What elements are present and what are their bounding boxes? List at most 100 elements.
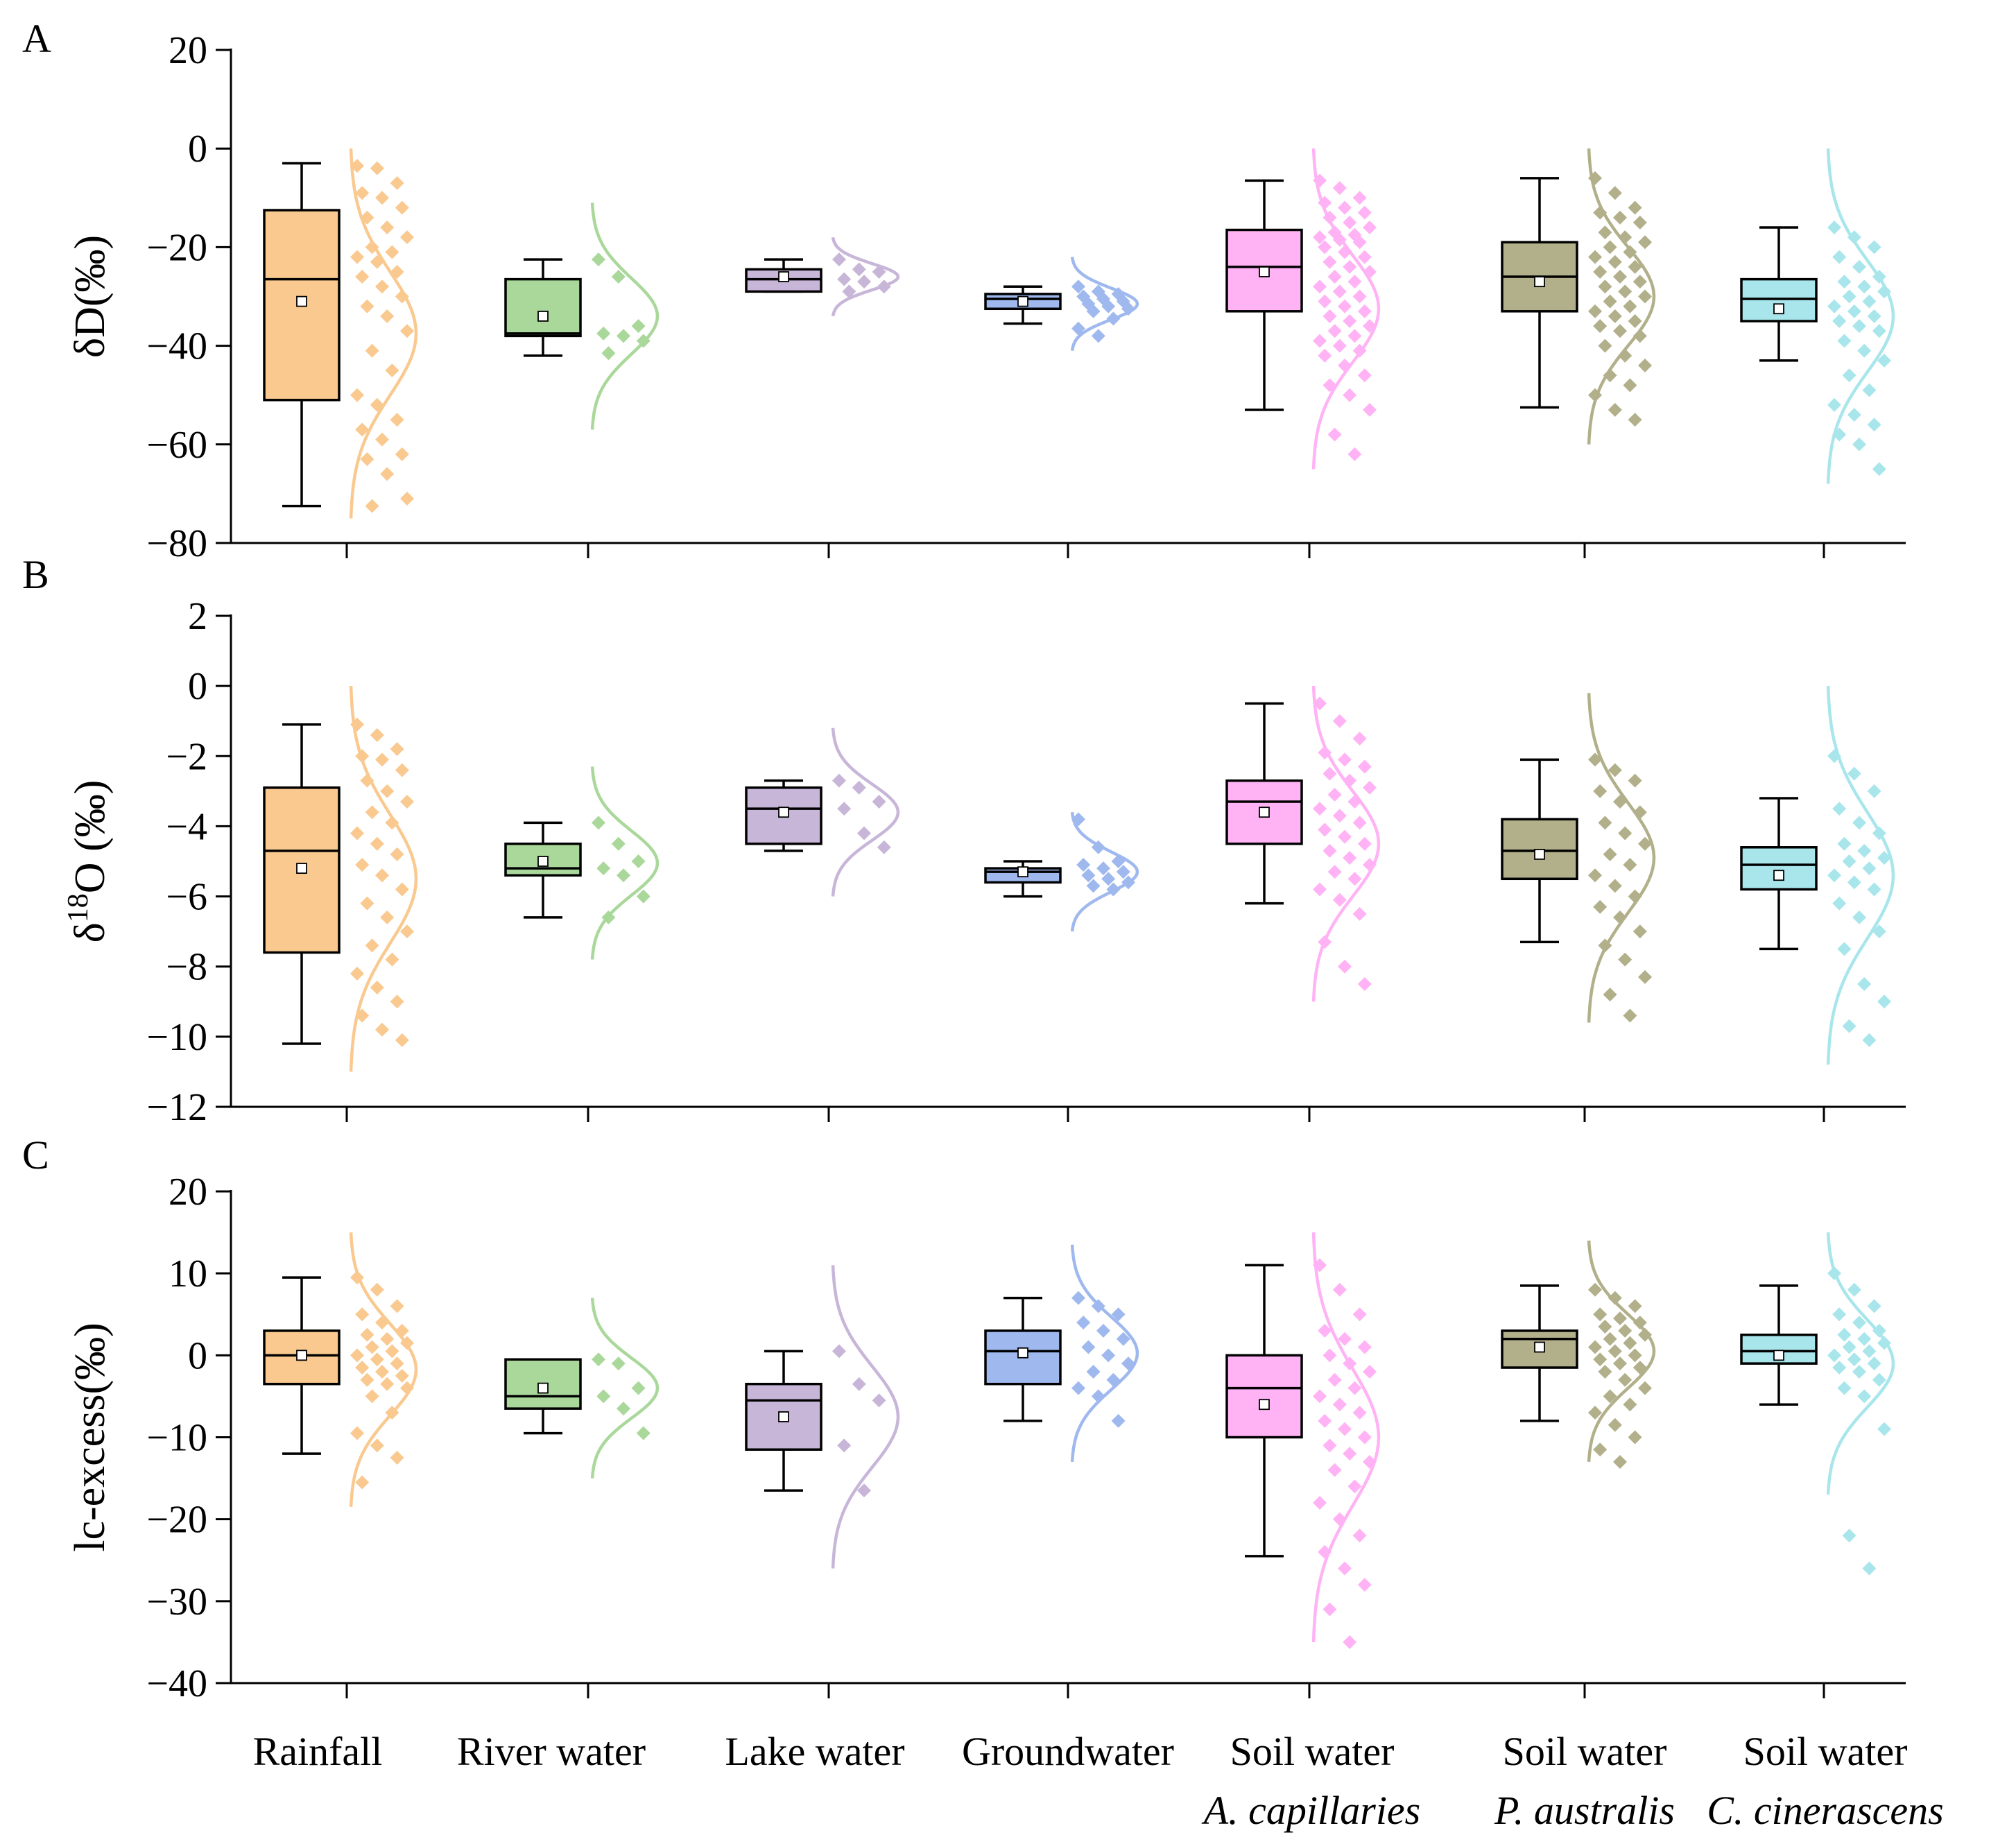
data-point: [1852, 1316, 1866, 1330]
data-point: [390, 1356, 404, 1371]
distribution-curve: [349, 1232, 418, 1508]
data-point: [365, 343, 379, 358]
data-point: [832, 1344, 846, 1359]
data-point: [1862, 1344, 1877, 1359]
data-point: [1593, 784, 1608, 798]
group-3: [745, 1265, 900, 1569]
data-point: [350, 388, 364, 402]
data-point: [1357, 1430, 1372, 1445]
mean-marker: [778, 1411, 789, 1422]
data-point: [1842, 1340, 1856, 1354]
data-point: [1603, 294, 1617, 309]
panel-b: B −12 −10 −8 −6 −4 −2 0 2 δ18O (‰): [22, 552, 1906, 1129]
data-point: [1121, 302, 1135, 316]
data-point: [1313, 1389, 1327, 1404]
data-point: [1613, 270, 1627, 284]
data-point: [1343, 388, 1357, 402]
data-point: [611, 836, 626, 851]
data-point: [1343, 259, 1357, 274]
data-point: [370, 1352, 384, 1367]
mean-marker: [1534, 276, 1545, 288]
data-point: [1593, 319, 1608, 334]
data-point: [390, 413, 404, 427]
data-point: [1847, 766, 1861, 781]
data-point: [842, 284, 856, 299]
group-7: [1740, 686, 1895, 1065]
data-point: [390, 175, 404, 190]
data-point: [1638, 836, 1652, 851]
data-point: [1327, 865, 1342, 879]
data-point: [1623, 1397, 1637, 1412]
data-point: [1598, 1319, 1612, 1334]
data-point: [1588, 868, 1602, 883]
data-point: [1847, 408, 1861, 422]
distribution-curve: [1587, 148, 1656, 445]
data-point: [1837, 334, 1852, 348]
data-point: [1086, 304, 1101, 318]
data-point: [1593, 899, 1608, 914]
data-point: [360, 452, 374, 467]
distribution-curve: [1070, 257, 1139, 352]
data-point: [1338, 200, 1352, 215]
y-tick-label: −4: [166, 805, 207, 848]
data-point: [365, 805, 379, 820]
data-point: [1313, 1496, 1327, 1510]
data-point: [1877, 850, 1891, 865]
data-point: [1071, 279, 1085, 294]
data-point: [390, 742, 404, 757]
data-point: [360, 896, 374, 911]
data-point: [395, 882, 409, 897]
data-point: [1588, 1282, 1602, 1297]
box: [1740, 846, 1818, 891]
data-point: [592, 816, 605, 830]
data-point: [1313, 802, 1327, 816]
group-7: [1740, 148, 1895, 484]
mean-marker: [1259, 1399, 1270, 1411]
data-point: [1623, 1008, 1637, 1023]
data-point: [1623, 1336, 1637, 1350]
data-point: [1116, 1332, 1130, 1346]
data-point: [1598, 338, 1612, 353]
data-point: [1623, 299, 1637, 313]
y-tick-label: −6: [166, 876, 207, 919]
group-3: [745, 727, 900, 897]
data-point: [1101, 872, 1116, 886]
data-point: [350, 250, 364, 264]
data-point: [1318, 1323, 1332, 1338]
data-point: [1852, 437, 1866, 451]
data-point: [1857, 279, 1872, 294]
data-point: [1352, 191, 1367, 205]
data-point: [1608, 763, 1622, 777]
data-point: [1332, 714, 1347, 728]
data-point: [857, 826, 871, 841]
data-point: [1852, 1364, 1866, 1379]
data-point: [596, 861, 611, 876]
data-point: [400, 324, 414, 338]
data-point: [832, 252, 846, 267]
data-point: [1832, 1307, 1847, 1322]
data-point: [385, 952, 399, 967]
data-point: [1352, 732, 1367, 746]
data-point: [355, 1307, 370, 1322]
data-point: [1588, 1406, 1602, 1420]
data-point: [380, 220, 395, 234]
group-4: [984, 811, 1139, 932]
data-point: [375, 279, 389, 294]
group-5: [1225, 1232, 1381, 1649]
data-point: [375, 191, 389, 205]
data-point: [1598, 1364, 1612, 1379]
data-point: [1837, 275, 1852, 289]
mean-marker: [1017, 295, 1028, 307]
data-point: [1327, 1463, 1342, 1477]
data-point: [370, 836, 384, 851]
data-point: [1338, 1422, 1352, 1436]
data-point: [852, 1377, 866, 1391]
data-point: [1618, 284, 1632, 299]
data-point: [375, 1022, 389, 1037]
data-point: [1628, 1299, 1642, 1313]
group-4: [984, 257, 1139, 352]
mean-marker: [1534, 848, 1545, 860]
mean-marker: [1259, 807, 1270, 818]
y-axis-title: δD(‰): [67, 235, 114, 358]
data-point: [1613, 1454, 1627, 1469]
